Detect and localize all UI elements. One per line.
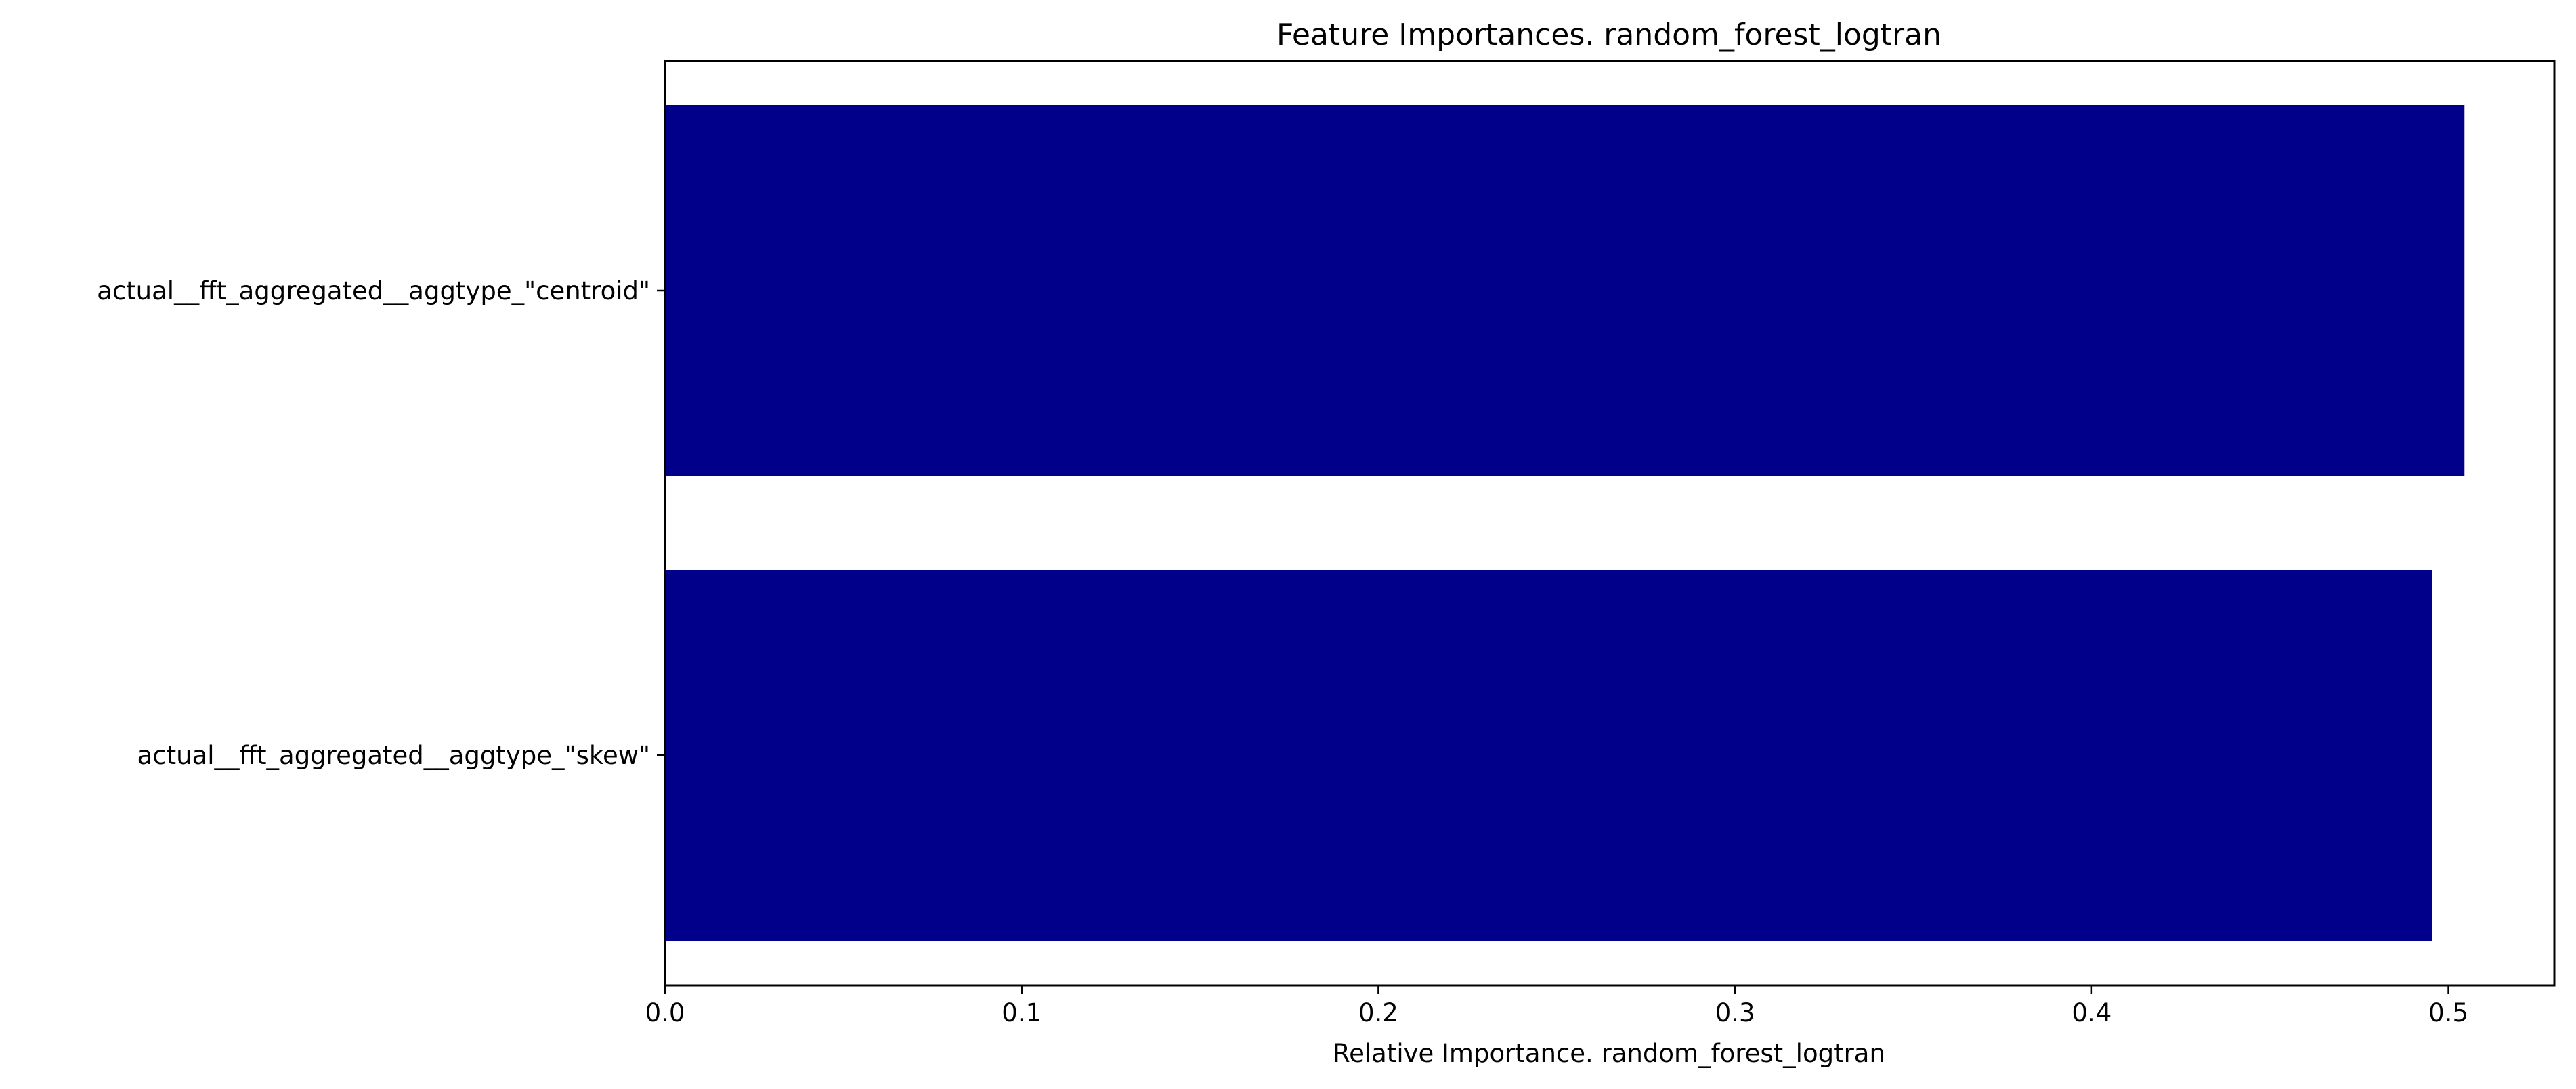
x-tick-label: 0.2: [1358, 998, 1398, 1027]
chart-title: Feature Importances. random_forest_logtr…: [1276, 18, 1941, 52]
x-tick-label: 0.3: [1715, 998, 1755, 1027]
y-axis-ticks: actual__fft_aggregated__aggtype_"centroi…: [97, 276, 665, 770]
bar-1: [665, 105, 2465, 476]
x-axis-label: Relative Importance. random_forest_logtr…: [1333, 1039, 1885, 1068]
x-tick-label: 0.5: [2428, 998, 2468, 1027]
y-tick-label: actual__fft_aggregated__aggtype_"centroi…: [97, 276, 650, 305]
x-tick-label: 0.1: [1002, 998, 1042, 1027]
x-axis-ticks: 0.0 0.1 0.2 0.3 0.4 0.5: [645, 985, 2468, 1027]
bar-2: [665, 570, 2432, 941]
plot-frame: [664, 60, 2556, 987]
x-tick-label: 0.0: [645, 998, 685, 1027]
y-tick-label: actual__fft_aggregated__aggtype_"skew": [137, 741, 650, 770]
bar-group: [665, 105, 2465, 941]
x-tick-label: 0.4: [2071, 998, 2111, 1027]
